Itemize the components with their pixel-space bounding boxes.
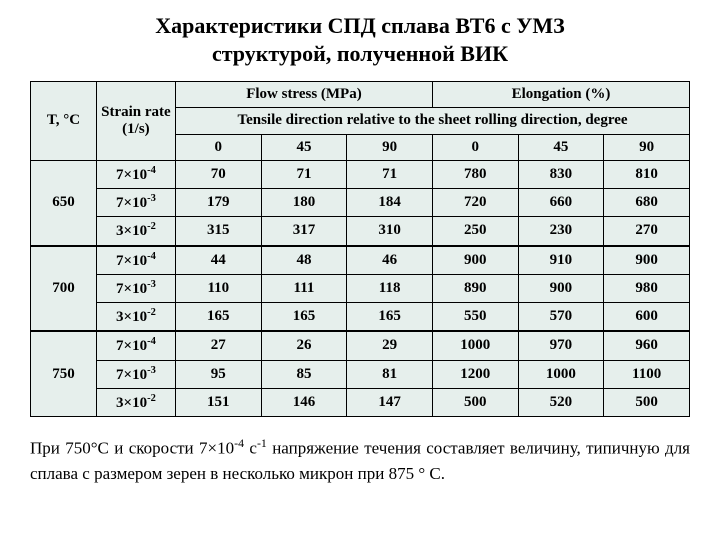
- cell-strain-rate: 7×10-4: [96, 246, 175, 275]
- col-deg: 0: [432, 134, 518, 160]
- table-row: 7507×10-42726291000970960: [31, 331, 690, 360]
- cell-value: 500: [432, 388, 518, 416]
- cell-value: 230: [518, 217, 604, 246]
- cell-value: 960: [604, 331, 690, 360]
- cell-value: 550: [432, 303, 518, 332]
- cell-strain-rate: 7×10-3: [96, 360, 175, 388]
- cell-value: 900: [604, 246, 690, 275]
- cell-strain-rate: 7×10-3: [96, 189, 175, 217]
- data-table: T, °C Strain rate (1/s) Flow stress (MPa…: [30, 81, 690, 417]
- cell-value: 146: [261, 388, 347, 416]
- cell-strain-rate: 3×10-2: [96, 388, 175, 416]
- cell-value: 110: [175, 274, 261, 302]
- cell-value: 720: [432, 189, 518, 217]
- table-row: 3×10-2315317310250230270: [31, 217, 690, 246]
- cell-value: 890: [432, 274, 518, 302]
- cell-value: 910: [518, 246, 604, 275]
- cell-value: 48: [261, 246, 347, 275]
- cell-value: 184: [347, 189, 433, 217]
- cell-value: 600: [604, 303, 690, 332]
- cell-value: 118: [347, 274, 433, 302]
- page-title: Характеристики СПД сплава ВТ6 с УМЗ стру…: [30, 12, 690, 67]
- col-deg: 45: [518, 134, 604, 160]
- col-deg: 0: [175, 134, 261, 160]
- table-row: 7×10-3179180184720660680: [31, 189, 690, 217]
- table-row: 3×10-2165165165550570600: [31, 303, 690, 332]
- cell-value: 970: [518, 331, 604, 360]
- cell-value: 570: [518, 303, 604, 332]
- cell-strain-rate: 7×10-3: [96, 274, 175, 302]
- cell-value: 180: [261, 189, 347, 217]
- col-deg: 45: [261, 134, 347, 160]
- col-elongation: Elongation (%): [432, 82, 689, 108]
- cell-value: 81: [347, 360, 433, 388]
- table-row: 3×10-2151146147500520500: [31, 388, 690, 416]
- col-flow-stress: Flow stress (MPa): [175, 82, 432, 108]
- title-line-1: Характеристики СПД сплава ВТ6 с УМЗ: [155, 13, 565, 38]
- cell-value: 111: [261, 274, 347, 302]
- col-deg: 90: [347, 134, 433, 160]
- cell-value: 900: [432, 246, 518, 275]
- cell-value: 1200: [432, 360, 518, 388]
- cell-value: 147: [347, 388, 433, 416]
- cell-value: 29: [347, 331, 433, 360]
- cell-value: 70: [175, 160, 261, 188]
- footnote: При 750°С и скорости 7×10-4 с-1 напряжен…: [30, 435, 690, 487]
- cell-value: 26: [261, 331, 347, 360]
- cell-strain-rate: 7×10-4: [96, 331, 175, 360]
- cell-value: 165: [175, 303, 261, 332]
- cell-value: 250: [432, 217, 518, 246]
- cell-value: 830: [518, 160, 604, 188]
- cell-value: 780: [432, 160, 518, 188]
- cell-value: 46: [347, 246, 433, 275]
- footnote-text: с: [244, 439, 257, 458]
- cell-value: 165: [347, 303, 433, 332]
- table-header-row: T, °C Strain rate (1/s) Flow stress (MPa…: [31, 82, 690, 108]
- table-row: 7×10-3110111118890900980: [31, 274, 690, 302]
- cell-value: 1000: [432, 331, 518, 360]
- cell-value: 900: [518, 274, 604, 302]
- footnote-exp: -4: [234, 436, 244, 450]
- cell-temperature: 750: [31, 331, 97, 416]
- cell-value: 151: [175, 388, 261, 416]
- title-line-2: структурой, полученной ВИК: [212, 41, 508, 66]
- page-container: Характеристики СПД сплава ВТ6 с УМЗ стру…: [0, 0, 720, 540]
- cell-temperature: 700: [31, 246, 97, 332]
- col-deg: 90: [604, 134, 690, 160]
- col-tensile-direction: Tensile direction relative to the sheet …: [175, 108, 689, 134]
- cell-value: 44: [175, 246, 261, 275]
- footnote-exp: -1: [257, 436, 267, 450]
- cell-value: 71: [261, 160, 347, 188]
- cell-value: 71: [347, 160, 433, 188]
- cell-value: 165: [261, 303, 347, 332]
- cell-value: 27: [175, 331, 261, 360]
- col-strain-rate: Strain rate (1/s): [96, 82, 175, 161]
- table-row: 7×10-3958581120010001100: [31, 360, 690, 388]
- cell-value: 317: [261, 217, 347, 246]
- cell-value: 980: [604, 274, 690, 302]
- table-row: 6507×10-4707171780830810: [31, 160, 690, 188]
- cell-value: 1000: [518, 360, 604, 388]
- cell-value: 179: [175, 189, 261, 217]
- footnote-text: При 750°С и скорости 7×10: [30, 439, 234, 458]
- col-temperature: T, °C: [31, 82, 97, 161]
- cell-value: 500: [604, 388, 690, 416]
- cell-value: 680: [604, 189, 690, 217]
- cell-value: 95: [175, 360, 261, 388]
- cell-value: 315: [175, 217, 261, 246]
- cell-strain-rate: 3×10-2: [96, 217, 175, 246]
- table-body: 6507×10-47071717808308107×10-31791801847…: [31, 160, 690, 416]
- cell-value: 1100: [604, 360, 690, 388]
- cell-value: 660: [518, 189, 604, 217]
- cell-value: 310: [347, 217, 433, 246]
- cell-value: 810: [604, 160, 690, 188]
- cell-value: 270: [604, 217, 690, 246]
- cell-strain-rate: 3×10-2: [96, 303, 175, 332]
- cell-value: 85: [261, 360, 347, 388]
- cell-strain-rate: 7×10-4: [96, 160, 175, 188]
- table-row: 7007×10-4444846900910900: [31, 246, 690, 275]
- cell-temperature: 650: [31, 160, 97, 245]
- cell-value: 520: [518, 388, 604, 416]
